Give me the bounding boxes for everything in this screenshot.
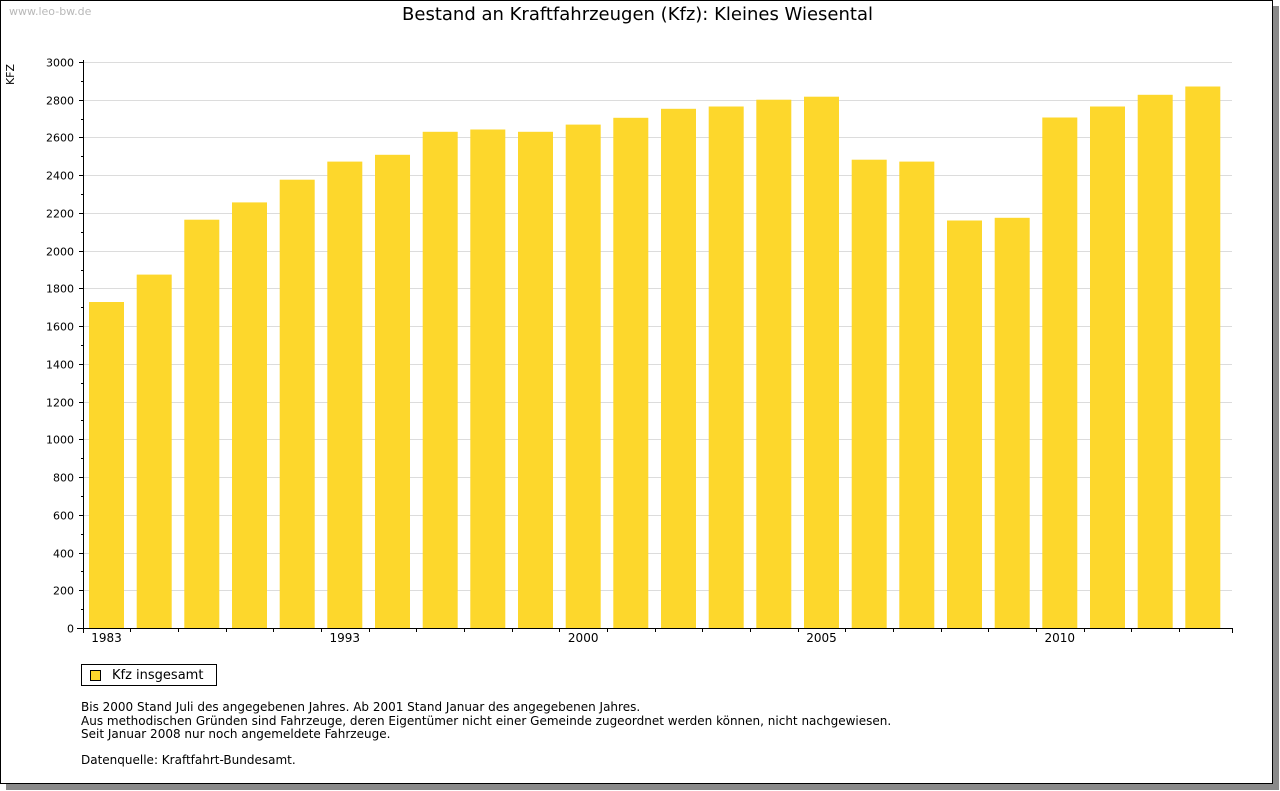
- bar: [899, 161, 935, 628]
- footnote-2: Aus methodischen Gründen sind Fahrzeuge,…: [81, 713, 892, 728]
- bar: [375, 154, 410, 629]
- bar: [804, 96, 839, 628]
- y-tick-label: 600: [53, 510, 74, 523]
- bar: [1090, 106, 1125, 628]
- bar: [756, 99, 792, 628]
- y-tick-label: 1000: [46, 434, 74, 447]
- footnote-1: Bis 2000 Stand Juli des angegebenen Jahr…: [81, 700, 641, 714]
- bar: [327, 161, 363, 628]
- bar: [422, 131, 458, 629]
- y-tick-label: 2800: [46, 95, 74, 108]
- y-tick-label: 400: [53, 548, 74, 561]
- data-source: Datenquelle: Kraftfahrt-Bundesamt.: [81, 753, 296, 767]
- y-tick-label: 2600: [46, 132, 74, 145]
- legend: Kfz insgesamt: [81, 664, 217, 686]
- bar: [232, 202, 267, 628]
- bar: [661, 108, 696, 629]
- bar-chart: 0 200 400 600 800 1000 1200 1400 1600 1800 2000 220…: [46, 57, 1233, 645]
- bar: [708, 106, 744, 628]
- bar: [851, 159, 887, 628]
- bar: [994, 217, 1030, 629]
- y-tick-label: 200: [53, 585, 74, 598]
- y-tick-label: 0: [67, 623, 74, 636]
- bar: [518, 131, 553, 629]
- x-tick-label: 2010: [1045, 631, 1076, 645]
- legend-swatch: [90, 669, 101, 681]
- legend-label: Kfz insgesamt: [112, 667, 204, 683]
- bar: [470, 129, 506, 628]
- y-tick-label: 1600: [46, 321, 74, 334]
- x-tick-label: 2005: [806, 631, 837, 645]
- y-tick-label: 3000: [46, 57, 74, 70]
- x-tick-label: 2000: [568, 631, 599, 645]
- x-tick-label: 1993: [330, 631, 361, 645]
- bar: [89, 302, 124, 628]
- bar: [565, 124, 601, 628]
- y-tick-label: 1400: [46, 359, 74, 372]
- bar: [1137, 94, 1173, 629]
- bar: [947, 220, 982, 628]
- footnote-3: Seit Januar 2008 nur noch angemeldete Fa…: [81, 727, 391, 741]
- y-tick-label: 2400: [46, 170, 74, 183]
- watermark: www.leo-bw.de: [9, 5, 92, 18]
- y-tick-label: 1800: [46, 283, 74, 296]
- chart-title: Bestand an Kraftfahrzeugen (Kfz): Kleine…: [402, 4, 873, 25]
- y-tick-label: 2000: [46, 246, 74, 259]
- bar: [184, 219, 220, 628]
- bar: [613, 117, 649, 629]
- bar: [1042, 117, 1078, 628]
- y-tick-label: 2200: [46, 208, 74, 221]
- y-tick-label: 800: [53, 472, 74, 485]
- bar: [1185, 86, 1221, 628]
- footnotes: Bis 2000 Stand Juli des angegebenen Jahr…: [81, 700, 892, 742]
- x-tick-label: 1983: [91, 631, 122, 645]
- bar: [136, 274, 172, 628]
- bar: [279, 179, 315, 628]
- y-tick-label: 1200: [46, 397, 74, 410]
